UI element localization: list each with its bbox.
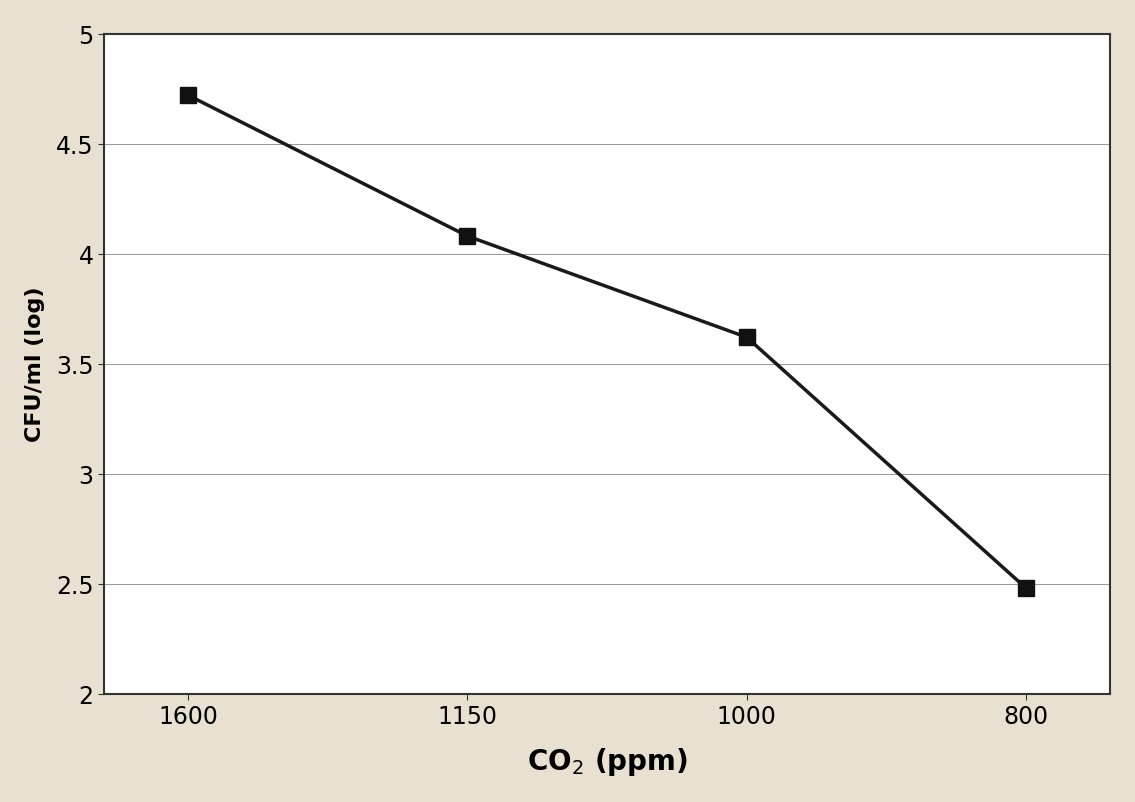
Y-axis label: CFU/ml (log): CFU/ml (log) <box>25 286 45 442</box>
X-axis label: CO$_2$ (ppm): CO$_2$ (ppm) <box>527 745 688 777</box>
